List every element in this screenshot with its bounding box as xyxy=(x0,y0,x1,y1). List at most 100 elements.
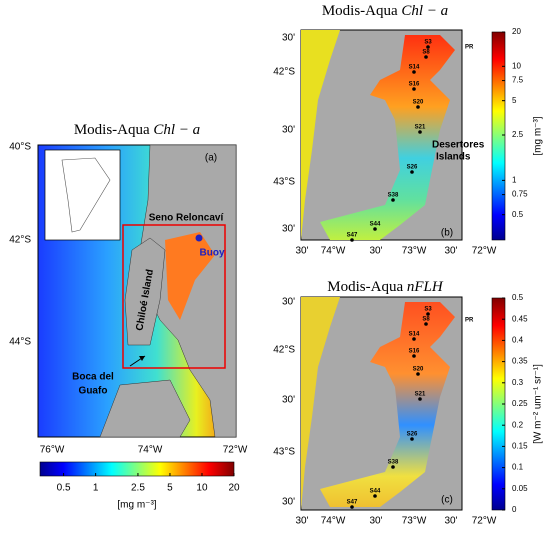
lat-tick: 30' xyxy=(282,33,295,44)
buoy-marker xyxy=(195,234,203,242)
station-label: S26 xyxy=(407,432,418,438)
colorbar-tick-label: 0.4 xyxy=(512,336,524,345)
station-label: S44 xyxy=(370,222,381,228)
lon-tick: 30' xyxy=(369,246,382,257)
station xyxy=(391,198,395,202)
lon-tick: 74°W xyxy=(321,516,346,527)
panel-label: (b) xyxy=(441,228,453,239)
annotation: Boca del xyxy=(72,372,114,383)
station xyxy=(418,397,422,401)
colorbar-tick-label: 0.1 xyxy=(512,463,524,472)
lon-tick: 30' xyxy=(295,246,308,257)
lon-tick: 74°W xyxy=(138,445,163,456)
annotation: Seno Reloncaví xyxy=(149,213,225,224)
colorbar xyxy=(491,31,506,241)
colorbar-tick-label: 0.5 xyxy=(57,483,71,494)
annotation: Desertores xyxy=(432,140,485,151)
station-label: S21 xyxy=(415,392,426,398)
annotation: PR xyxy=(465,45,474,51)
station xyxy=(426,45,430,49)
station-label: S26 xyxy=(407,165,418,171)
colorbar-tick-label: 0.2 xyxy=(512,420,524,429)
colorbar-tick-label: 2.5 xyxy=(512,130,524,139)
colorbar-tick-label: 20 xyxy=(228,483,240,494)
lat-tick: 43°S xyxy=(273,177,295,188)
station xyxy=(412,337,416,341)
panel-title: Modis-Aqua Chl − a xyxy=(74,122,200,138)
station-label: S8 xyxy=(422,317,430,323)
panel-title: Modis-Aqua Chl − a xyxy=(322,3,448,19)
station-label: S20 xyxy=(413,100,424,106)
station xyxy=(410,437,414,441)
colorbar-unit: [W m⁻² um⁻¹ sr⁻¹] xyxy=(533,364,544,444)
map-b xyxy=(300,29,463,241)
annotation: PR xyxy=(465,318,474,324)
station-label: S38 xyxy=(388,193,399,199)
lat-tick: 42°S xyxy=(9,235,31,246)
colorbar xyxy=(39,461,235,477)
annotation: Guafo xyxy=(79,386,108,397)
station-label: S38 xyxy=(388,460,399,466)
colorbar-tick-label: 0 xyxy=(512,505,517,514)
lat-tick: 42°S xyxy=(273,345,295,356)
colorbar-tick-label: 5 xyxy=(167,483,173,494)
panel-label: (a) xyxy=(205,153,217,164)
panel-title: Modis-Aqua nFLH xyxy=(327,279,444,295)
colorbar-tick-label: 0.75 xyxy=(512,190,528,199)
lon-tick: 72°W xyxy=(223,445,248,456)
station-label: S14 xyxy=(409,65,420,71)
colorbar-tick-label: 1 xyxy=(512,175,517,184)
colorbar-tick-label: 10 xyxy=(196,483,208,494)
station-label: S3 xyxy=(424,40,432,46)
station xyxy=(418,130,422,134)
colorbar-tick-label: 7.5 xyxy=(512,76,524,85)
lat-tick: 44°S xyxy=(9,337,31,348)
lon-tick: 73°W xyxy=(402,516,427,527)
station-label: S47 xyxy=(347,233,358,239)
colorbar-tick-label: 20 xyxy=(512,27,521,36)
station-label: S8 xyxy=(422,50,430,56)
colorbar-tick-label: 5 xyxy=(512,96,517,105)
station xyxy=(416,105,420,109)
station xyxy=(373,494,377,498)
archipelago xyxy=(99,379,191,438)
station-label: S47 xyxy=(347,500,358,506)
chiloe-island xyxy=(124,237,166,346)
station-label: S14 xyxy=(409,332,420,338)
lon-tick: 72°W xyxy=(472,246,497,257)
lat-tick: 30' xyxy=(282,224,295,235)
station xyxy=(426,312,430,316)
station xyxy=(424,322,428,326)
inset-continent xyxy=(61,157,111,233)
station-label: S44 xyxy=(370,489,381,495)
lon-tick: 30' xyxy=(295,516,308,527)
ocean xyxy=(301,30,340,240)
lat-tick: 43°S xyxy=(273,447,295,458)
lon-tick: 74°W xyxy=(321,246,346,257)
lat-tick: 30' xyxy=(282,395,295,406)
ocean xyxy=(301,297,340,510)
annotation: Buoy xyxy=(200,248,225,259)
station xyxy=(416,372,420,376)
colorbar-tick-label: 1 xyxy=(93,483,99,494)
colorbar-tick-label: 0.25 xyxy=(512,399,528,408)
colorbar-tick-label: 0.5 xyxy=(512,293,524,302)
colorbar-tick-label: 2.5 xyxy=(131,483,145,494)
map-c xyxy=(300,296,463,511)
inner-sea xyxy=(165,232,215,320)
station xyxy=(412,70,416,74)
lon-tick: 72°W xyxy=(472,516,497,527)
station xyxy=(412,87,416,91)
lat-tick: 30' xyxy=(282,497,295,508)
lon-tick: 76°W xyxy=(40,445,65,456)
study-box xyxy=(122,224,226,369)
inset xyxy=(44,149,121,241)
station-label: S3 xyxy=(424,307,432,313)
colorbar-tick-label: 0.35 xyxy=(512,357,528,366)
lat-tick: 40°S xyxy=(9,142,31,153)
colorbar-tick-label: 0.45 xyxy=(512,314,528,323)
station xyxy=(373,227,377,231)
station xyxy=(391,465,395,469)
station xyxy=(424,55,428,59)
